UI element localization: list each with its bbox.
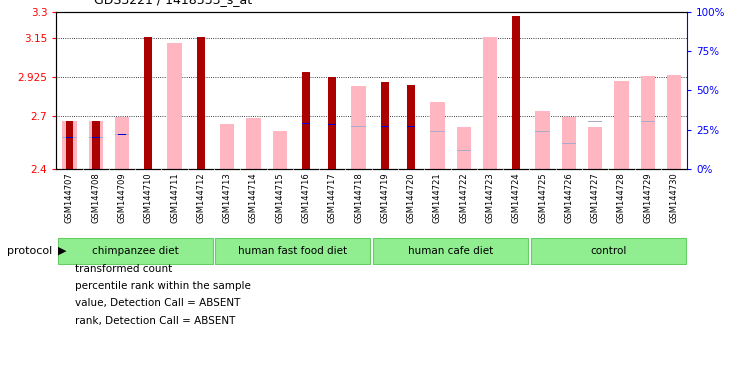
Bar	[92, 121, 100, 169]
Text: GSM144712: GSM144712	[197, 172, 205, 223]
Text: GSM144721: GSM144721	[433, 172, 442, 223]
Bar	[562, 143, 576, 144]
Bar	[65, 121, 74, 169]
Bar	[535, 111, 550, 169]
Text: GSM144723: GSM144723	[486, 172, 494, 223]
Bar	[457, 150, 471, 151]
Bar	[167, 43, 182, 169]
Bar	[641, 76, 655, 169]
Text: rank, Detection Call = ABSENT: rank, Detection Call = ABSENT	[75, 316, 236, 326]
Text: human fast food diet: human fast food diet	[238, 245, 348, 256]
Bar	[302, 123, 310, 124]
Bar	[246, 118, 261, 169]
Text: human cafe diet: human cafe diet	[408, 245, 493, 256]
Text: GSM144720: GSM144720	[407, 172, 415, 223]
Text: GSM144728: GSM144728	[617, 172, 626, 223]
Text: GSM144718: GSM144718	[354, 172, 363, 223]
Text: GSM144713: GSM144713	[223, 172, 231, 223]
Text: GSM144708: GSM144708	[92, 172, 100, 223]
Bar	[588, 127, 602, 169]
Bar	[62, 121, 77, 169]
FancyBboxPatch shape	[216, 238, 370, 263]
Text: value, Detection Call = ABSENT: value, Detection Call = ABSENT	[75, 298, 240, 308]
Bar	[483, 37, 497, 169]
FancyBboxPatch shape	[531, 238, 686, 263]
Text: GSM144726: GSM144726	[565, 172, 573, 223]
Bar	[512, 16, 520, 169]
Bar	[562, 118, 576, 169]
Bar	[115, 134, 129, 135]
Bar	[144, 37, 152, 169]
Bar	[614, 116, 629, 118]
Text: GSM144711: GSM144711	[170, 172, 179, 223]
Bar	[381, 82, 389, 169]
Bar	[92, 137, 100, 138]
Bar	[328, 124, 336, 125]
Bar	[430, 131, 445, 132]
FancyBboxPatch shape	[373, 238, 528, 263]
Text: percentile rank within the sample: percentile rank within the sample	[75, 281, 251, 291]
Bar	[328, 77, 336, 169]
Text: GSM144709: GSM144709	[118, 172, 126, 223]
FancyBboxPatch shape	[58, 238, 213, 263]
Bar	[407, 85, 415, 169]
Text: GSM144719: GSM144719	[381, 172, 389, 223]
Bar	[667, 75, 681, 169]
Text: protocol: protocol	[8, 245, 53, 256]
Text: GDS3221 / 1418533_s_at: GDS3221 / 1418533_s_at	[94, 0, 252, 6]
Bar	[588, 121, 602, 122]
Text: transformed count: transformed count	[75, 264, 172, 274]
Text: GSM144707: GSM144707	[65, 172, 74, 223]
Bar	[118, 134, 126, 135]
Bar	[302, 72, 310, 169]
Text: ▶: ▶	[58, 245, 66, 256]
Text: GSM144714: GSM144714	[249, 172, 258, 223]
Text: chimpanzee diet: chimpanzee diet	[92, 245, 179, 256]
Bar	[381, 126, 389, 127]
Text: GSM144710: GSM144710	[144, 172, 152, 223]
Bar	[62, 137, 77, 138]
Bar	[614, 81, 629, 169]
Bar	[535, 131, 550, 132]
Bar	[89, 121, 103, 169]
Bar	[457, 127, 471, 169]
Bar	[115, 118, 129, 169]
Text: GSM144715: GSM144715	[276, 172, 284, 223]
Bar	[667, 116, 681, 118]
Bar	[351, 86, 366, 169]
Text: GSM144717: GSM144717	[328, 172, 336, 223]
Text: GSM144725: GSM144725	[538, 172, 547, 223]
Text: GSM144724: GSM144724	[512, 172, 520, 223]
Text: control: control	[590, 245, 626, 256]
Bar	[273, 131, 287, 169]
Text: GSM144729: GSM144729	[644, 172, 652, 223]
Bar	[220, 124, 234, 169]
Bar	[430, 102, 445, 169]
Text: GSM144727: GSM144727	[591, 172, 599, 223]
Bar	[407, 126, 415, 127]
Bar	[641, 121, 655, 122]
Bar	[351, 126, 366, 127]
Bar	[89, 137, 103, 138]
Text: GSM144716: GSM144716	[302, 172, 310, 223]
Text: GSM144722: GSM144722	[460, 172, 468, 223]
Bar	[197, 37, 205, 169]
Text: GSM144730: GSM144730	[670, 172, 678, 223]
Bar	[65, 137, 74, 138]
